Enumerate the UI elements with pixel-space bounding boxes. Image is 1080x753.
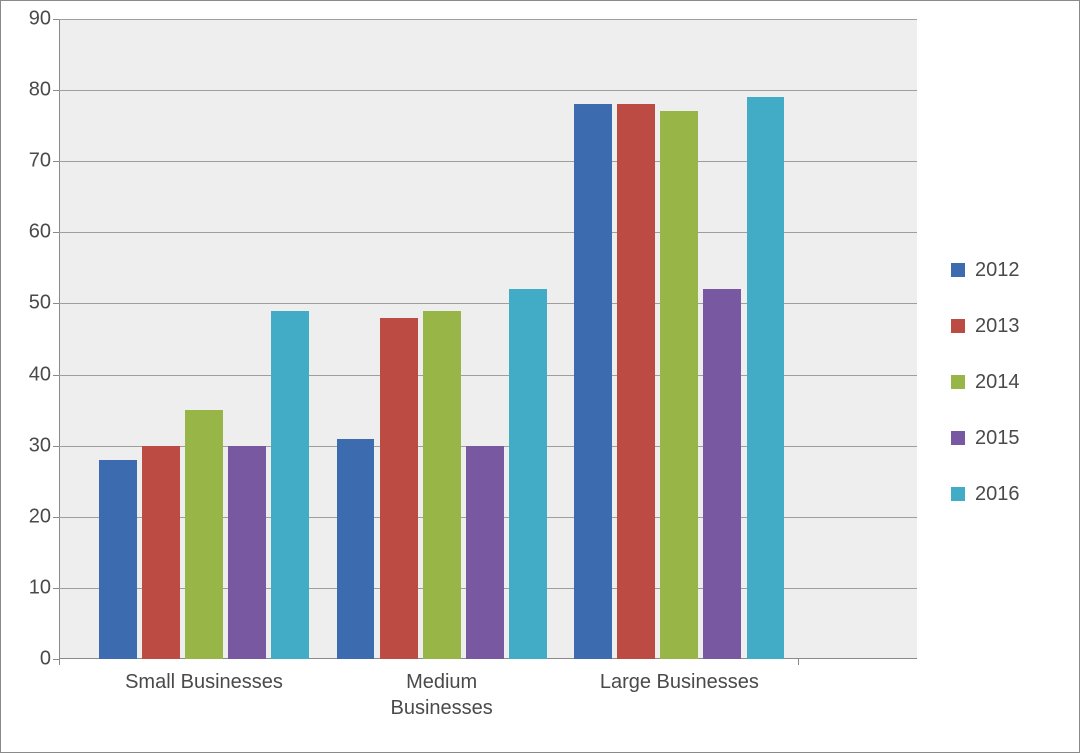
- x-tick-label: Small Businesses: [125, 659, 283, 695]
- plot-area: 0102030405060708090Small BusinessesMediu…: [59, 19, 917, 659]
- x-tick-label: Medium Businesses: [391, 659, 493, 721]
- y-tick-label: 40: [29, 363, 59, 386]
- y-tick-label: 10: [29, 576, 59, 599]
- gridline: [59, 375, 917, 376]
- y-tick-label: 90: [29, 8, 59, 31]
- gridline: [59, 303, 917, 304]
- legend-swatch: [951, 263, 965, 277]
- gridline: [59, 19, 917, 20]
- legend-item: 2015: [951, 419, 1020, 457]
- legend-swatch: [951, 319, 965, 333]
- chart-frame: 0 10 20 30 40 50 60 70 80 90 Small Businesses Mediu…: [0, 0, 1080, 753]
- legend-item: 2013: [951, 307, 1020, 345]
- legend-label: 2015: [975, 427, 1020, 450]
- y-tick-label: 70: [29, 150, 59, 173]
- legend-swatch: [951, 375, 965, 389]
- bar: [747, 97, 785, 659]
- gridline: [59, 232, 917, 233]
- y-tick-label: 30: [29, 434, 59, 457]
- y-tick-label: 0: [40, 648, 59, 671]
- bar: [703, 289, 741, 659]
- x-tick-mark: [798, 659, 799, 665]
- legend-label: 2016: [975, 483, 1020, 506]
- y-tick-label: 50: [29, 292, 59, 315]
- bar: [466, 446, 504, 659]
- bar: [660, 111, 698, 659]
- legend: 2012 2013 2014 2015 2016: [951, 251, 1020, 513]
- bar: [617, 104, 655, 659]
- bar: [574, 104, 612, 659]
- y-tick-label: 80: [29, 79, 59, 102]
- y-tick-label: 60: [29, 221, 59, 244]
- bar: [423, 311, 461, 659]
- y-axis-line: [59, 19, 60, 659]
- bar: [509, 289, 547, 659]
- x-tick-label: Large Businesses: [600, 659, 759, 695]
- bar: [337, 439, 375, 659]
- bar: [99, 460, 137, 659]
- bar: [142, 446, 180, 659]
- x-tick-mark: [59, 659, 60, 665]
- gridline: [59, 90, 917, 91]
- legend-swatch: [951, 431, 965, 445]
- legend-item: 2012: [951, 251, 1020, 289]
- gridline: [59, 161, 917, 162]
- legend-item: 2016: [951, 475, 1020, 513]
- legend-label: 2014: [975, 371, 1020, 394]
- bar: [185, 410, 223, 659]
- legend-swatch: [951, 487, 965, 501]
- bar: [380, 318, 418, 659]
- legend-label: 2012: [975, 259, 1020, 282]
- bar: [228, 446, 266, 659]
- y-tick-label: 20: [29, 505, 59, 528]
- bar: [271, 311, 309, 659]
- legend-label: 2013: [975, 315, 1020, 338]
- legend-item: 2014: [951, 363, 1020, 401]
